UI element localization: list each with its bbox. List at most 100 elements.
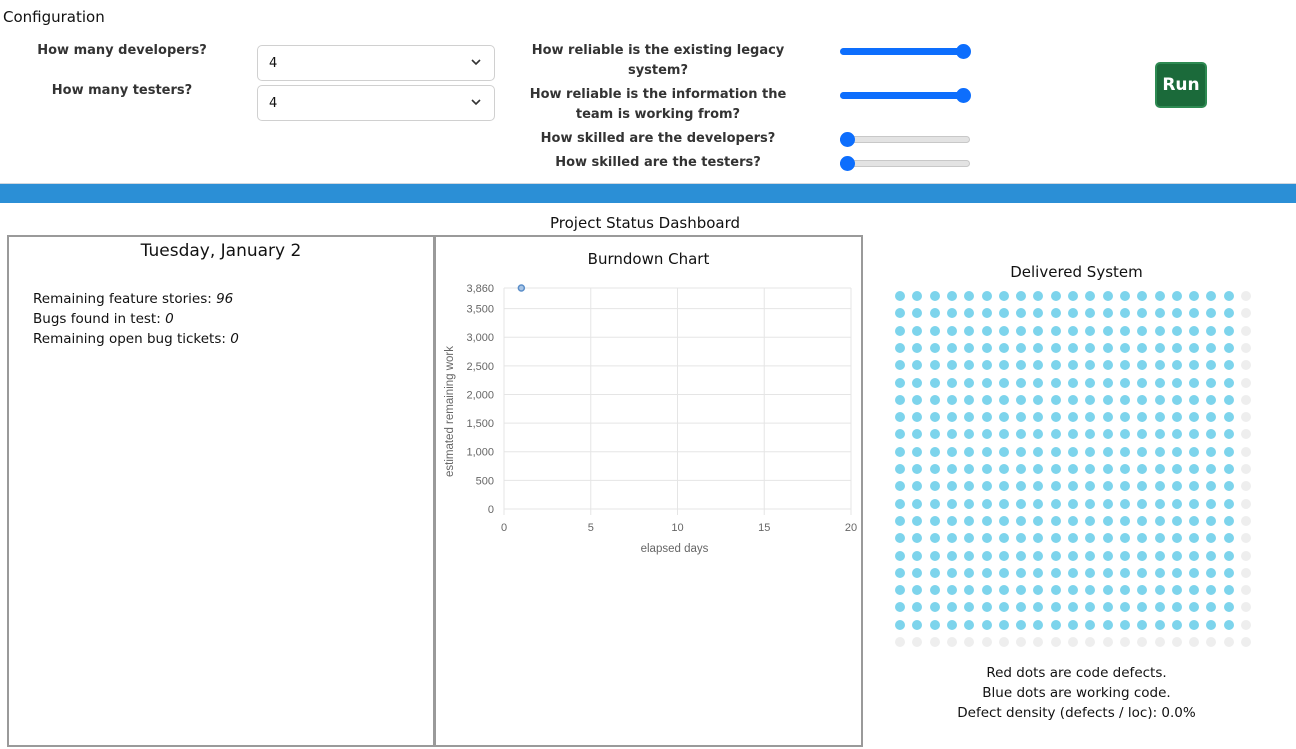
slider-thumb[interactable]	[840, 156, 855, 171]
y-tick-label: 0	[488, 504, 494, 516]
working-code-dot	[1016, 585, 1027, 596]
working-code-dot	[1137, 602, 1148, 613]
working-code-dot	[895, 602, 905, 613]
working-code-dot	[895, 446, 905, 457]
working-code-dot	[1085, 377, 1096, 388]
testers-select[interactable]: 4	[257, 85, 495, 121]
working-code-dot	[946, 515, 957, 526]
working-code-dot	[964, 533, 975, 544]
working-code-dot	[1033, 464, 1044, 474]
developers-select[interactable]: 4	[257, 45, 495, 81]
developers-select-value: 4	[269, 56, 278, 71]
working-code-dot	[1050, 602, 1061, 613]
working-code-dot	[1137, 464, 1148, 474]
tester-skill-slider[interactable]	[840, 154, 970, 172]
working-code-dot	[929, 394, 940, 405]
slider-thumb[interactable]	[956, 88, 971, 103]
stat-value: 0	[230, 331, 239, 347]
working-code-dot	[912, 412, 923, 423]
working-code-dot	[1119, 377, 1130, 388]
working-code-dot	[964, 498, 975, 509]
working-code-dot	[1189, 291, 1200, 301]
working-code-dot	[1223, 498, 1234, 509]
working-code-dot	[998, 291, 1009, 301]
working-code-dot	[1189, 325, 1200, 336]
working-code-dot	[1068, 412, 1078, 423]
pending-code-dot	[1171, 637, 1182, 647]
working-code-dot	[1050, 498, 1061, 509]
working-code-dot	[1102, 308, 1113, 319]
working-code-dot	[981, 308, 992, 319]
working-code-dot	[1223, 515, 1234, 526]
working-code-dot	[1050, 619, 1061, 630]
working-code-dot	[912, 481, 923, 492]
working-code-dot	[981, 412, 992, 423]
working-code-dot	[998, 619, 1009, 630]
working-code-dot	[912, 308, 923, 319]
working-code-dot	[1137, 412, 1148, 423]
working-code-dot	[1137, 308, 1148, 319]
working-code-dot	[964, 377, 975, 388]
working-code-dot	[1154, 446, 1165, 457]
working-code-dot	[1171, 498, 1182, 509]
slider-thumb[interactable]	[956, 44, 971, 59]
run-button[interactable]: Run	[1155, 62, 1207, 108]
working-code-dot	[929, 308, 940, 319]
working-code-dot	[1102, 567, 1113, 578]
y-tick-label: 3,500	[466, 304, 494, 316]
working-code-dot	[1016, 515, 1027, 526]
working-code-dot	[998, 533, 1009, 544]
working-code-dot	[1033, 342, 1044, 353]
working-code-dot	[981, 602, 992, 613]
working-code-dot	[1016, 325, 1027, 336]
working-code-dot	[981, 515, 992, 526]
working-code-dot	[998, 515, 1009, 526]
working-code-dot	[1154, 360, 1165, 371]
developer-skill-slider[interactable]	[840, 130, 970, 148]
working-code-dot	[929, 325, 940, 336]
working-code-dot	[1171, 412, 1182, 423]
pending-code-dot	[1241, 464, 1251, 474]
working-code-dot	[1033, 498, 1044, 509]
working-code-dot	[946, 342, 957, 353]
working-code-dot	[946, 412, 957, 423]
pending-code-dot	[1241, 481, 1251, 492]
working-code-dot	[981, 550, 992, 561]
y-axis-label: estimated remaining work	[444, 346, 456, 477]
working-code-dot	[1016, 567, 1027, 578]
working-code-dot	[1033, 360, 1044, 371]
stat-label: Remaining open bug tickets:	[33, 331, 226, 347]
slider-thumb[interactable]	[840, 132, 855, 147]
working-code-dot	[1206, 412, 1217, 423]
working-code-dot	[946, 325, 957, 336]
pending-code-dot	[1241, 429, 1251, 440]
working-code-dot	[1085, 515, 1096, 526]
working-code-dot	[1171, 394, 1182, 405]
pending-code-dot	[981, 637, 992, 647]
working-code-dot	[946, 602, 957, 613]
working-code-dot	[981, 377, 992, 388]
working-code-dot	[1223, 377, 1234, 388]
working-code-dot	[946, 308, 957, 319]
delivered-title: Delivered System	[1010, 263, 1143, 281]
working-code-dot	[1223, 550, 1234, 561]
working-code-dot	[946, 291, 957, 301]
working-code-dot	[1154, 377, 1165, 388]
working-code-dot	[895, 533, 905, 544]
working-code-dot	[1189, 446, 1200, 457]
working-code-dot	[1068, 446, 1078, 457]
x-axis-label: elapsed days	[641, 543, 709, 555]
information-reliability-slider[interactable]	[840, 86, 971, 104]
working-code-dot	[1189, 377, 1200, 388]
legacy-reliability-slider[interactable]	[840, 42, 971, 60]
x-tick-label: 5	[588, 522, 594, 534]
working-code-dot	[1119, 533, 1130, 544]
slider-fill	[840, 92, 963, 99]
working-code-dot	[1033, 619, 1044, 630]
working-code-dot	[1068, 602, 1078, 613]
working-code-dot	[964, 550, 975, 561]
working-code-dot	[1137, 619, 1148, 630]
configuration-panel: Configuration How many developers? 4 How…	[0, 0, 1296, 184]
working-code-dot	[1016, 533, 1027, 544]
working-code-dot	[964, 308, 975, 319]
